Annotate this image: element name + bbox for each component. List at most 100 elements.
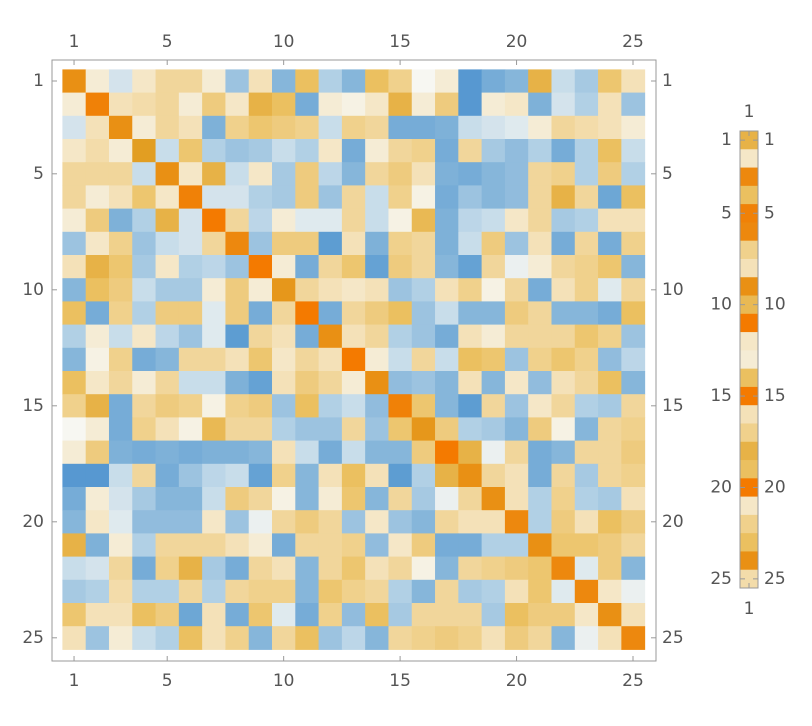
matrix-cell [295,510,320,534]
matrix-cell [295,69,320,94]
matrix-cell [132,69,157,94]
matrix-cell [740,185,759,205]
matrix-cell [411,626,436,650]
matrix-cell [481,394,506,418]
matrix-cell [504,556,529,581]
matrix-cell [435,556,459,581]
matrix-cell [411,347,436,372]
matrix-cell [155,255,180,279]
matrix-cell [272,463,296,488]
matrix-cell [62,417,87,442]
matrix-cell [388,556,413,581]
matrix-cell [551,92,576,117]
matrix-cell [132,440,157,465]
matrix-cell [272,603,296,627]
matrix-cell [740,222,759,242]
matrix-cell [458,463,483,488]
matrix-cell [155,510,180,534]
matrix-cell [132,92,157,117]
matrix-cell [318,556,343,581]
matrix-cell [598,417,622,442]
matrix-cell [272,115,296,140]
matrix-cell [225,347,250,372]
matrix-cell [528,324,552,349]
matrix-cell [458,69,483,94]
matrix-cell [365,301,389,326]
matrix-cell [481,510,506,534]
matrix-cell [155,208,180,233]
matrix-cell [740,350,759,370]
matrix-cell [551,510,576,534]
matrix-cell [178,347,203,372]
matrix-cell [621,324,646,349]
matrix-cell [318,278,343,302]
y-tick-label: 5 [33,164,44,184]
matrix-cell [178,463,203,488]
matrix-cell [108,626,133,650]
matrix-cell [108,533,133,558]
matrix-cell [295,463,320,488]
matrix-cell [62,185,87,210]
matrix-cell [155,487,180,511]
matrix-cell [202,92,226,117]
matrix-cell [411,440,436,465]
matrix-cell [740,514,759,534]
matrix-cell [621,371,646,395]
matrix-cell [621,487,646,511]
matrix-cell [108,115,133,140]
matrix-cell [598,371,622,395]
matrix-cell [248,139,273,163]
matrix-cell [528,347,552,372]
matrix-cell [551,278,576,302]
matrix-cell [528,162,552,186]
matrix-cell [155,347,180,372]
matrix-cell [132,301,157,326]
matrix-cell [458,510,483,534]
matrix-cell [155,626,180,650]
matrix-cell [481,533,506,558]
matrix-cell [621,579,646,604]
matrix-cell [272,626,296,650]
matrix-cell [528,115,552,140]
matrix-cell [295,208,320,233]
matrix-cell [132,533,157,558]
matrix-cell [132,603,157,627]
matrix-cell [481,440,506,465]
matrix-cell [574,533,599,558]
matrix-cell [365,487,389,511]
y-tick-label: 5 [764,203,775,223]
matrix-cell [365,162,389,186]
matrix-cell [178,139,203,163]
matrix-cell [388,626,413,650]
matrix-cell [225,556,250,581]
matrix-cell [272,579,296,604]
matrix-cell [598,162,622,186]
matrix-cell [248,208,273,233]
matrix-cell [598,603,622,627]
matrix-cell [62,626,87,650]
matrix-cell [388,440,413,465]
matrix-cell [178,603,203,627]
matrix-cell [202,185,226,210]
matrix-cell [85,417,110,442]
matrix-cell [574,231,599,256]
matrix-cell [108,301,133,326]
matrix-cell [458,92,483,117]
matrix-cell [740,149,759,169]
matrix-cell [341,347,366,372]
matrix-cell [108,324,133,349]
matrix-cell [551,69,576,94]
matrix-cell [435,394,459,418]
matrix-cell [435,185,459,210]
matrix-cell [388,371,413,395]
x-tick-label: 5 [162,32,173,52]
matrix-cell [435,92,459,117]
matrix-cell [458,487,483,511]
x-tick-label: 10 [273,32,295,52]
matrix-cell [155,603,180,627]
y-tick-label: 20 [662,512,684,532]
matrix-cell [318,626,343,650]
matrix-cell [202,278,226,302]
matrix-cell [504,394,529,418]
matrix-cell [598,579,622,604]
